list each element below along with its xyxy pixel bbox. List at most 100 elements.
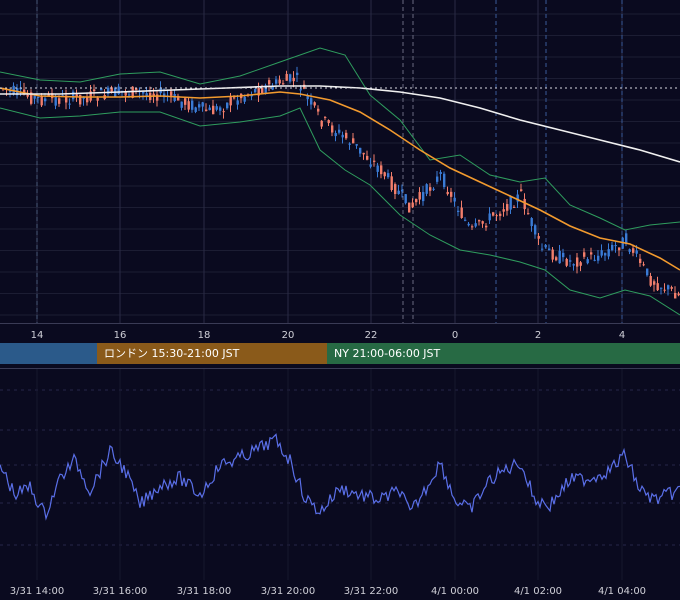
- candle-body: [23, 89, 26, 95]
- candle-body: [261, 87, 264, 94]
- candle-body: [380, 165, 383, 175]
- candle-body: [667, 285, 670, 290]
- candle-body: [152, 93, 155, 97]
- candle-body: [30, 92, 33, 104]
- candle-body: [243, 96, 246, 102]
- candle-body: [534, 225, 537, 235]
- candle-body: [37, 97, 40, 99]
- x-tick-label: 0: [452, 330, 458, 341]
- candle-body: [611, 244, 614, 251]
- candle-body: [390, 176, 393, 190]
- candle-body: [222, 111, 225, 113]
- oscillator: [0, 433, 680, 521]
- candle-body: [229, 97, 232, 106]
- candle-body: [432, 188, 435, 190]
- candle-body: [170, 91, 173, 96]
- x-tick-label: 2: [535, 330, 541, 341]
- candle-body: [96, 97, 99, 101]
- candle-body: [436, 176, 439, 182]
- candle-body: [509, 195, 512, 210]
- x-tick-label: 3/31 16:00: [93, 586, 147, 597]
- candle-body: [355, 144, 358, 146]
- candle-body: [555, 257, 558, 261]
- candle-body: [670, 287, 673, 289]
- candle-body: [502, 209, 505, 212]
- x-tick-label: 18: [198, 330, 211, 341]
- candle-body: [408, 202, 411, 213]
- candle-body: [485, 225, 488, 228]
- x-tick-label: 4/1 04:00: [598, 586, 646, 597]
- candle-body: [478, 220, 481, 222]
- candle-body: [180, 101, 183, 108]
- candle-body: [201, 102, 204, 107]
- candle-body: [107, 87, 110, 94]
- bollinger-upper: [0, 47, 680, 231]
- candle-body: [572, 264, 575, 266]
- candle-body: [590, 252, 593, 255]
- candle-body: [467, 223, 470, 226]
- candle-body: [474, 223, 477, 227]
- candle-body: [345, 132, 348, 139]
- candle-body: [135, 88, 138, 91]
- candle-body: [264, 85, 267, 93]
- candle-body: [54, 96, 57, 106]
- candle-body: [163, 93, 166, 98]
- candle-body: [208, 107, 211, 111]
- candle-body: [75, 94, 78, 97]
- candle-body: [499, 213, 502, 216]
- candle-body: [89, 91, 92, 101]
- candle-body: [464, 219, 467, 221]
- candle-body: [212, 105, 215, 115]
- candle-body: [306, 95, 309, 100]
- oscillator-line: [0, 433, 680, 521]
- candle-body: [373, 160, 376, 162]
- candle-body: [324, 117, 327, 119]
- candle-body: [61, 95, 64, 97]
- candle-body: [26, 94, 29, 97]
- candle-body: [653, 281, 656, 285]
- candle-body: [362, 152, 365, 155]
- candle-body: [450, 191, 453, 197]
- candle-body: [639, 258, 642, 264]
- candle-body: [523, 198, 526, 210]
- candle-body: [376, 165, 379, 172]
- candle-body: [331, 125, 334, 133]
- candle-body: [625, 233, 628, 245]
- candle-body: [411, 202, 414, 208]
- main-x-axis: 14 16 18 20 22 0 2 4: [31, 330, 626, 341]
- candle-body: [313, 102, 316, 106]
- candle-body: [285, 73, 288, 81]
- candle-body: [156, 94, 159, 101]
- candle-body: [117, 86, 120, 95]
- candle-body: [674, 292, 677, 299]
- candle-body: [446, 191, 449, 195]
- x-tick-label: 14: [31, 330, 44, 341]
- candle-body: [551, 249, 554, 260]
- candle-body: [145, 93, 148, 96]
- candle-body: [194, 107, 197, 112]
- x-tick-label: 4/1 00:00: [431, 586, 479, 597]
- candle-body: [257, 87, 260, 96]
- candle-body: [86, 96, 89, 103]
- candle-body: [401, 189, 404, 192]
- moving-averages: [0, 85, 680, 271]
- bollinger-bands: [0, 47, 680, 316]
- bollinger-lower: [0, 107, 680, 316]
- candles: [2, 66, 680, 299]
- session-segment: [97, 343, 327, 364]
- candle-body: [618, 247, 621, 251]
- candle-body: [565, 258, 568, 266]
- candle-body: [422, 192, 425, 202]
- x-tick-label: 3/31 18:00: [177, 586, 231, 597]
- candle-body: [649, 276, 652, 286]
- candle-body: [184, 98, 187, 105]
- candle-body: [187, 101, 190, 110]
- x-tick-label: 4/1 02:00: [514, 586, 562, 597]
- candle-body: [481, 221, 484, 224]
- candle-body: [278, 79, 281, 84]
- candle-body: [198, 104, 201, 108]
- candle-body: [404, 194, 407, 204]
- candle-body: [492, 212, 495, 216]
- candle-body: [425, 184, 428, 194]
